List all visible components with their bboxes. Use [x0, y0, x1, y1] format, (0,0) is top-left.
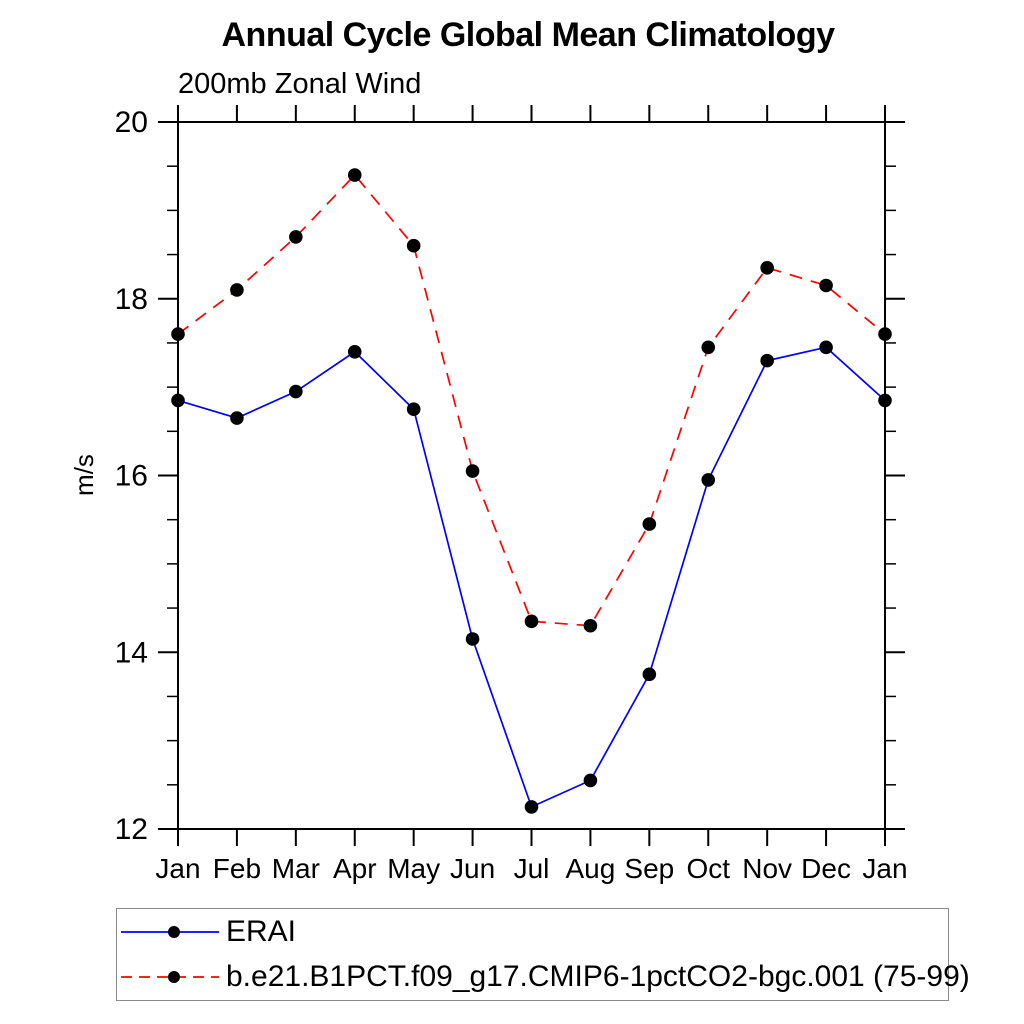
series-line-1	[177, 173, 886, 627]
legend-entry-cmip: b.e21.B1PCT.f09_g17.CMIP6-1pctCO2-bgc.00…	[117, 955, 970, 1000]
erai-line-sample-icon	[121, 926, 219, 938]
legend: ERAI b.e21.B1PCT.f09_g17.CMIP6-1pctCO2-b…	[116, 908, 970, 1001]
data-point-series-0	[347, 344, 362, 359]
chart-title: Annual Cycle Global Mean Climatology	[221, 16, 836, 54]
x-tick-label: Jan	[155, 853, 200, 884]
legend-label-erai: ERAI	[226, 915, 297, 948]
data-point-series-0	[878, 393, 892, 408]
data-point-series-0	[819, 340, 833, 355]
data-point-series-1	[819, 278, 833, 293]
data-point-series-1	[878, 327, 892, 341]
x-tick-label: Aug	[566, 853, 616, 884]
data-point-series-1	[171, 327, 185, 341]
data-point-series-1	[701, 340, 716, 355]
data-point-series-0	[760, 353, 774, 368]
legend-label-cmip: b.e21.B1PCT.f09_g17.CMIP6-1pctCO2-bgc.00…	[226, 960, 970, 993]
data-point-series-0	[524, 800, 539, 814]
y-tick-label: 14	[115, 636, 148, 669]
data-point-series-1	[524, 614, 539, 629]
x-tick-label: Jun	[450, 853, 495, 884]
x-tick-label: Dec	[801, 853, 851, 884]
data-point-series-0	[465, 632, 480, 646]
data-point-series-1	[230, 283, 244, 297]
data-point-series-0	[583, 773, 598, 788]
x-tick-label: Nov	[742, 853, 792, 884]
legend-entry-erai: ERAI	[117, 910, 948, 955]
y-tick-label: 16	[115, 460, 148, 493]
y-tick-label: 12	[115, 813, 148, 846]
x-tick-label: Apr	[333, 853, 377, 884]
series-line-0	[177, 346, 886, 809]
data-point-series-0	[171, 393, 185, 408]
data-point-series-0	[230, 411, 244, 425]
chart-subtitle: 200mb Zonal Wind	[178, 68, 422, 100]
data-point-series-0	[406, 402, 421, 417]
data-point-series-1	[347, 168, 362, 182]
data-point-series-0	[701, 473, 716, 487]
data-point-series-1	[465, 464, 480, 478]
y-tick-label: 18	[115, 283, 148, 316]
data-point-series-0	[289, 384, 303, 399]
data-point-series-1	[289, 230, 303, 244]
x-tick-label: Sep	[624, 853, 674, 884]
data-point-series-1	[583, 618, 598, 633]
x-tick-label: Oct	[686, 853, 730, 884]
data-point-series-1	[642, 517, 657, 531]
x-tick-label: Jul	[514, 853, 550, 884]
data-point-series-1	[760, 261, 774, 275]
cmip-line-sample-icon	[121, 971, 219, 983]
x-tick-label: Mar	[272, 853, 320, 884]
x-tick-label: Jan	[862, 853, 907, 884]
y-tick-label: 20	[115, 106, 148, 139]
x-tick-label: Feb	[213, 853, 261, 884]
plot-frame	[177, 121, 886, 830]
x-tick-label: May	[387, 853, 440, 884]
data-point-series-0	[642, 667, 657, 682]
data-point-series-1	[406, 238, 421, 253]
